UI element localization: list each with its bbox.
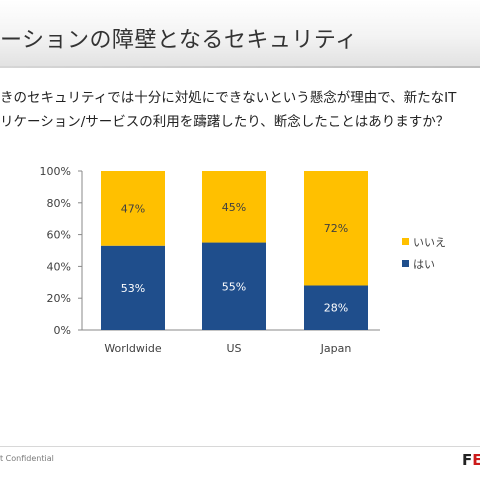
footer-confidential: t Confidential (0, 454, 54, 463)
y-tick-label: 40% (47, 260, 71, 273)
data-label: 47% (121, 202, 145, 215)
survey-question-line-2: リケーション/サービスの利用を躊躇したり、断念したことはありますか？ (0, 114, 450, 130)
header-band (0, 0, 480, 66)
data-label: 55% (222, 280, 246, 293)
bar-segment (304, 171, 368, 286)
legend-swatch (402, 238, 409, 245)
x-tick-label: Worldwide (104, 342, 162, 355)
bar-segment (202, 242, 266, 330)
data-label: 72% (324, 222, 348, 235)
bar-segment (101, 245, 165, 330)
y-tick-label: 100% (40, 165, 71, 178)
bar-segment (202, 171, 266, 243)
x-tick-label: US (226, 342, 241, 355)
data-label: 53% (121, 282, 145, 295)
x-tick-label: Japan (320, 342, 352, 355)
y-tick-label: 60% (47, 229, 71, 242)
survey-question: きのセキュリティでは十分に対処にできないという懸念が理由で、新たなIT リケーシ… (0, 86, 480, 134)
slide-title: ーションの障壁となるセキュリティ (0, 28, 358, 53)
y-tick-label: 0% (54, 324, 71, 337)
logo-letter: F (462, 451, 473, 469)
bar-segment (101, 171, 165, 246)
footer-divider (0, 446, 480, 447)
data-label: 28% (324, 302, 348, 315)
company-logo: FE (462, 451, 480, 469)
y-tick-label: 20% (47, 292, 71, 305)
legend-swatch (402, 260, 409, 267)
logo-letter-accent: E (472, 451, 480, 469)
survey-question-line-1: きのセキュリティでは十分に対処にできないという懸念が理由で、新たなIT (0, 90, 457, 106)
y-tick-label: 80% (47, 197, 71, 210)
legend-label: いいえ (413, 236, 446, 249)
data-label: 45% (222, 201, 246, 214)
stacked-bar-chart: 0% 20% 40% 60% 80% 100% 53% 47% Worldwide 55% 45% U… (40, 165, 446, 355)
header-divider (0, 66, 480, 68)
bar-segment (304, 285, 368, 330)
legend-label: はい (413, 258, 435, 271)
